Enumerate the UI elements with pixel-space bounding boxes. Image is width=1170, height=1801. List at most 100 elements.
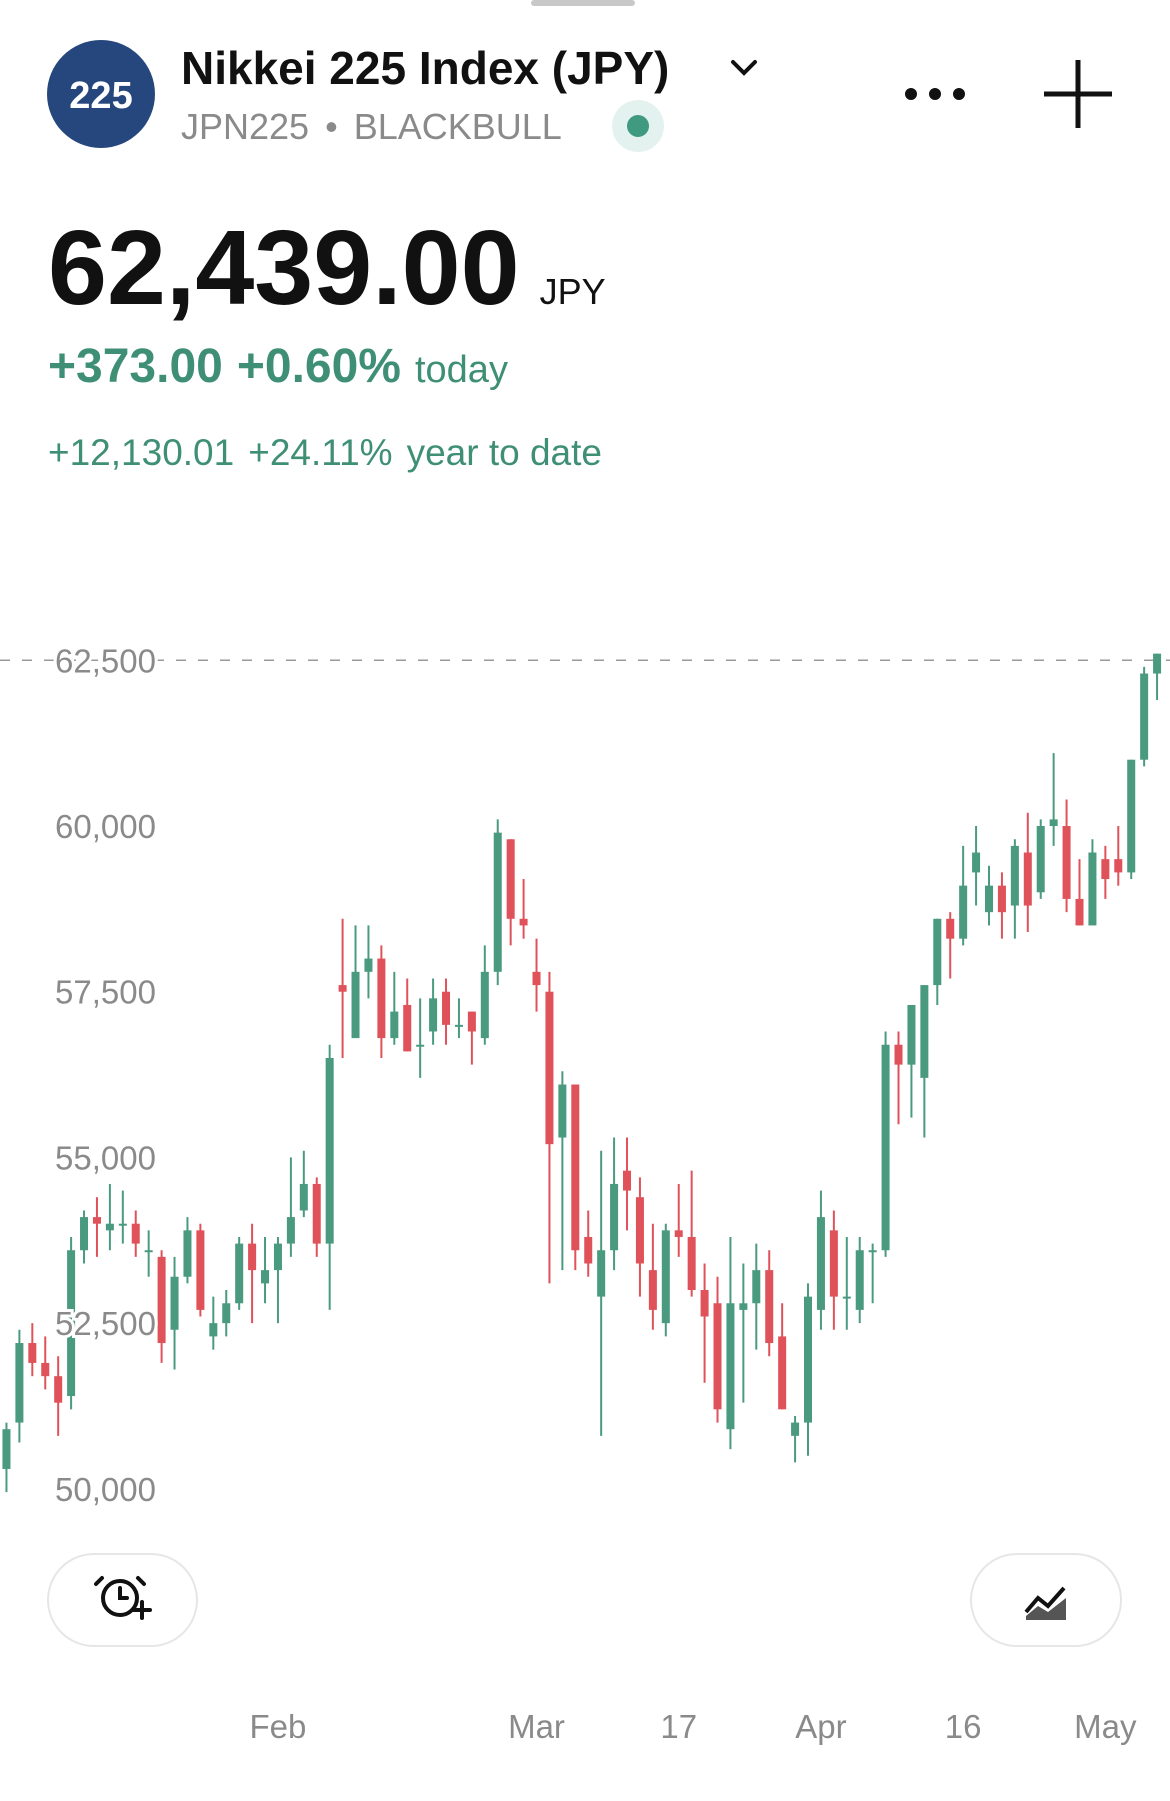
candle-body (41, 1362, 50, 1377)
candle-body (506, 839, 515, 919)
candle-body (144, 1250, 153, 1253)
status-dot (627, 115, 649, 137)
x-tick-label: Mar (508, 1708, 565, 1745)
candle-body (1075, 898, 1084, 926)
title[interactable]: Nikkei 225 Index (JPY) (181, 42, 669, 94)
candle-body (54, 1376, 63, 1403)
more-button[interactable] (905, 88, 965, 100)
candle-body (28, 1343, 37, 1363)
ytd-period: year to date (407, 432, 602, 473)
candle-body (674, 1230, 683, 1237)
candle-body (286, 1217, 295, 1244)
candle-body (325, 1058, 334, 1244)
candle-body (881, 1044, 890, 1251)
candle-body (726, 1303, 735, 1430)
candle-body (778, 1336, 787, 1410)
candle-body (545, 991, 554, 1145)
chart-type-button[interactable] (970, 1553, 1122, 1647)
change-row: +373.00 +0.60% today (48, 340, 508, 393)
candle-body (739, 1303, 748, 1310)
candle-body (454, 1024, 463, 1027)
candle-body (80, 1217, 89, 1251)
price-row: 62,439.00 JPY (48, 209, 606, 327)
candle-body (92, 1217, 101, 1224)
candle-body (273, 1243, 282, 1271)
dropdown-chevron[interactable] (731, 60, 757, 76)
candle-body (429, 998, 438, 1032)
candle-body (312, 1183, 321, 1244)
candle-body (235, 1243, 244, 1304)
logo-text: 225 (69, 75, 132, 117)
symbol: JPN225 (181, 106, 309, 147)
y-tick-label: 57,500 (55, 974, 156, 1011)
candle-body (855, 1250, 864, 1310)
candle-body (390, 1011, 399, 1039)
candle-body (403, 1004, 412, 1052)
x-tick-label: 16 (945, 1708, 982, 1745)
ytd-row: +12,130.01 +24.11% year to date (48, 432, 602, 473)
alert-icon (94, 1576, 152, 1620)
candle-body (493, 832, 502, 972)
candle-body (248, 1243, 257, 1271)
candle-body (2, 1429, 11, 1469)
candle-body (377, 958, 386, 1039)
candle-body (183, 1230, 192, 1277)
y-tick-label: 50,000 (55, 1471, 156, 1508)
candle-body (105, 1223, 114, 1231)
candle-body (1010, 845, 1019, 906)
candle-body (842, 1296, 851, 1299)
candle-body (118, 1223, 127, 1226)
candle-body (894, 1044, 903, 1065)
candle-body (558, 1084, 567, 1138)
x-tick-label: Apr (795, 1708, 846, 1745)
candle-body (209, 1323, 218, 1337)
candle-body (442, 991, 451, 1025)
candle-body (997, 885, 1006, 913)
candle-body (752, 1270, 761, 1304)
candle-body (467, 1011, 476, 1032)
price: 62,439.00 (48, 209, 520, 327)
candle-body (364, 958, 373, 972)
candle-body (1088, 852, 1097, 926)
candle-body (1062, 826, 1071, 899)
candle-body (584, 1236, 593, 1264)
change: +373.00 (48, 340, 223, 393)
y-tick-label: 60,000 (55, 808, 156, 845)
chart: 50,000 52,500 55,000 57,500 60,000 62,500 Feb M… (0, 639, 1170, 1745)
candle-body (1127, 759, 1136, 873)
y-tick-label: 52,500 (55, 1305, 156, 1342)
y-tick-label: 55,000 (55, 1139, 156, 1176)
candle-body (351, 971, 360, 1039)
candle-body (338, 985, 347, 992)
candle-body (959, 885, 968, 939)
candle-body (299, 1183, 308, 1211)
chart-type-icon (1024, 1586, 1066, 1620)
add-button[interactable] (1044, 60, 1112, 128)
candle-body (1114, 859, 1123, 873)
candle-body (67, 1250, 76, 1397)
candle-body (196, 1230, 205, 1310)
candle-body (1049, 819, 1058, 826)
candle-body (868, 1250, 877, 1253)
x-tick-label: Feb (250, 1708, 307, 1745)
currency: JPY (540, 271, 606, 312)
candle-body (1140, 673, 1149, 760)
drag-handle[interactable] (531, 0, 635, 6)
candle-body (1036, 826, 1045, 893)
candle-body (816, 1217, 825, 1310)
candle-body (648, 1270, 657, 1310)
separator: • (325, 106, 338, 147)
exchange: BLACKBULL (354, 106, 562, 147)
candle-body (480, 971, 489, 1039)
candle-body (1023, 852, 1032, 906)
candle-body (15, 1343, 24, 1423)
candle-body (972, 852, 981, 873)
candle-body (713, 1303, 722, 1410)
candle-body (946, 918, 955, 939)
candle-body (1101, 859, 1110, 880)
y-tick-label: 62,500 (55, 642, 156, 679)
candle-body (829, 1230, 838, 1297)
candle-body (222, 1303, 231, 1324)
x-tick-label: May (1074, 1708, 1137, 1745)
logo (47, 40, 155, 148)
